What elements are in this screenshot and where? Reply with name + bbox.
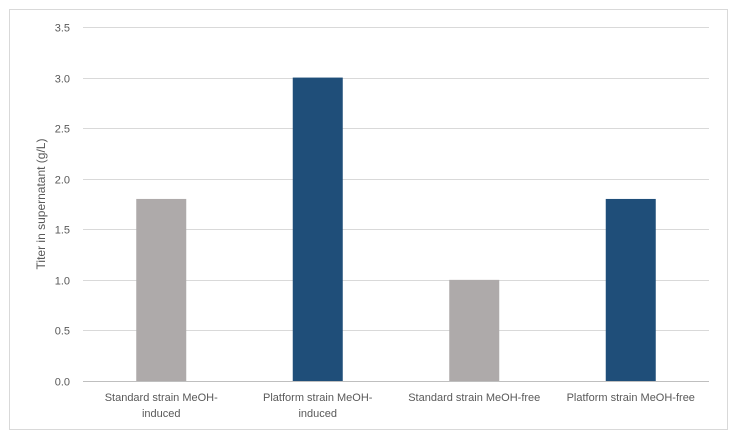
y-tick-label: 0.0 [55, 377, 70, 389]
y-tick-label: 3.5 [55, 23, 70, 35]
y-tick-label: 3.0 [55, 74, 70, 86]
x-category-label: Platform strain MeOH-induced [263, 392, 373, 420]
y-tick-label: 2.0 [55, 175, 70, 187]
x-category-label: Platform strain MeOH-free [567, 392, 695, 404]
y-tick-label: 0.5 [55, 326, 70, 338]
bar [292, 77, 343, 382]
bar [605, 198, 656, 381]
y-tick-label: 1.0 [55, 276, 70, 288]
y-tick-label: 2.5 [55, 124, 70, 136]
x-axis-category-labels: Standard strain MeOH-induced Platform str… [105, 392, 695, 420]
y-axis-title: Titer in supernatant (g/L) [34, 139, 48, 270]
bar [449, 279, 500, 381]
x-category-label: Standard strain MeOH-free [408, 392, 540, 404]
x-category-label: Standard strain MeOH-induced [105, 392, 218, 420]
gridlines [83, 27, 709, 331]
y-axis-tick-labels: 0.0 0.5 1.0 1.5 2.0 2.5 3.0 3.5 [55, 23, 70, 389]
y-tick-label: 1.5 [55, 225, 70, 237]
bars [136, 77, 656, 382]
bar [136, 198, 187, 381]
